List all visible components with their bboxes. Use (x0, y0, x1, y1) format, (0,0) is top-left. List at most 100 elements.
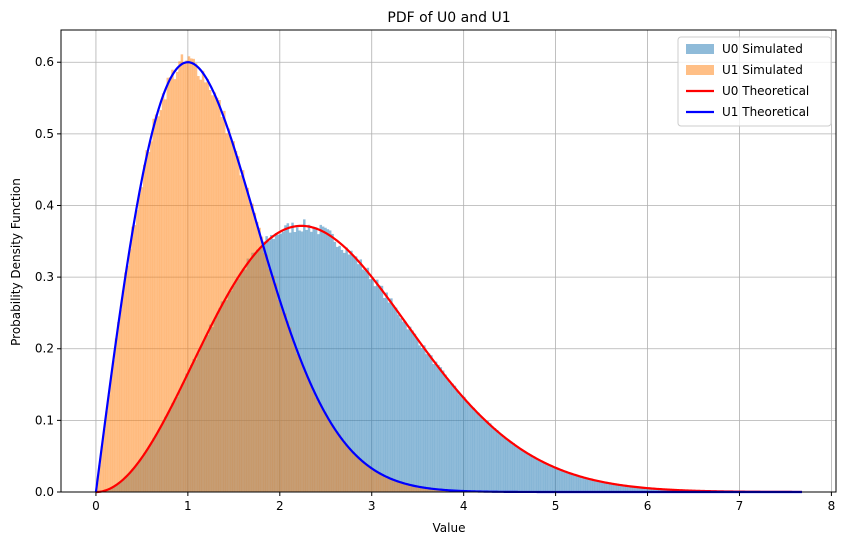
u0-hist-bar (392, 305, 395, 492)
u0-hist-bar (505, 439, 508, 492)
u1-hist-bar (197, 76, 200, 492)
u1-hist-bar (247, 188, 250, 492)
u0-hist-bar (574, 475, 577, 492)
u1-hist-bar (317, 402, 320, 492)
u1-hist-bar (110, 375, 113, 492)
u0-hist-bar (430, 355, 433, 492)
u1-hist-bar (291, 340, 294, 492)
u1-hist-bar (308, 380, 311, 492)
u1-hist-bar (157, 116, 160, 492)
u0-hist-bar (454, 386, 457, 492)
u0-hist-bar (602, 482, 605, 492)
u1-hist-bar (230, 141, 233, 492)
u0-hist-bar (367, 268, 370, 492)
u0-hist-bar (489, 423, 492, 492)
u1-hist-bar (169, 77, 172, 492)
y-ticks: 0.00.10.20.30.40.50.6 (35, 55, 61, 499)
x-tick-label: 4 (460, 499, 468, 513)
u1-hist-bar (287, 321, 290, 492)
u1-hist-bar (159, 110, 162, 492)
u0-hist-bar (385, 292, 388, 492)
u0-hist-bar (395, 308, 398, 492)
u0-hist-bar (425, 354, 428, 492)
u0-hist-bar (494, 428, 497, 492)
u0-hist-bar (402, 322, 405, 492)
u1-hist-bar (141, 187, 144, 492)
u0-hist-bar (503, 438, 506, 492)
u1-hist-bar (225, 133, 228, 492)
u0-hist-bar (360, 259, 363, 492)
u1-hist-bar (119, 310, 122, 492)
u1-hist-bar (388, 478, 391, 492)
u0-hist-bar (538, 460, 541, 492)
u1-hist-bar (374, 471, 377, 492)
u1-hist-bar (383, 476, 386, 492)
u1-hist-bar (331, 425, 334, 492)
u0-hist-bar (567, 472, 570, 492)
x-tick-label: 2 (276, 499, 284, 513)
u1-hist-bar (312, 393, 315, 492)
u1-hist-bar (315, 398, 318, 492)
u1-hist-bar (334, 429, 337, 492)
u0-hist-bar (491, 427, 494, 492)
u1-hist-bar (400, 483, 403, 492)
u1-hist-bar (322, 409, 325, 492)
u1-hist-bar (174, 79, 177, 492)
u0-hist-bar (442, 370, 445, 492)
u0-hist-bar (465, 401, 468, 492)
x-axis-label: Value (433, 521, 466, 535)
u0-hist-bar (513, 443, 516, 492)
u1-hist-bar (108, 395, 111, 492)
u1-hist-bar (249, 202, 252, 492)
u0-hist-bar (571, 474, 574, 492)
x-tick-label: 7 (736, 499, 744, 513)
y-tick-label: 0.6 (35, 55, 54, 69)
u0-hist-bar (388, 303, 391, 492)
u1-hist-bar (282, 312, 285, 492)
u0-hist-bar (609, 484, 612, 492)
u0-hist-bar (522, 451, 525, 492)
u0-hist-bar (400, 318, 403, 492)
u1-hist-bar (167, 78, 170, 492)
u0-hist-bar (583, 478, 586, 492)
u1-hist-bar (345, 445, 348, 492)
u0-hist-bar (581, 477, 584, 492)
u1-hist-bar (258, 228, 261, 492)
u0-hist-bar (468, 404, 471, 492)
u0-hist-bar (524, 452, 527, 492)
u0-hist-bar (569, 473, 572, 492)
u1-hist-bar (327, 417, 330, 492)
u1-hist-bar (357, 457, 360, 492)
u1-hist-bar (341, 438, 344, 492)
u1-hist-bar (145, 150, 148, 492)
u1-hist-bar (303, 371, 306, 492)
u0-hist-bar (510, 442, 513, 492)
u0-hist-bar (595, 481, 598, 492)
u0-hist-bar (472, 408, 475, 492)
u1-hist-bar (216, 98, 219, 492)
u1-hist-bar (348, 448, 351, 492)
x-tick-label: 8 (828, 499, 836, 513)
legend-label: U1 Theoretical (722, 105, 809, 119)
u1-hist-bar (199, 80, 202, 492)
u1-hist-bar (235, 151, 238, 492)
u0-hist-bar (508, 441, 511, 492)
u0-hist-bar (418, 345, 421, 492)
u0-hist-bar (362, 269, 365, 492)
y-tick-label: 0.2 (35, 342, 54, 356)
u1-hist-bar (176, 72, 179, 492)
u0-hist-bar (421, 348, 424, 492)
legend-label: U1 Simulated (722, 63, 803, 77)
u0-hist-bar (550, 466, 553, 492)
u0-hist-bar (585, 478, 588, 492)
u0-hist-bar (496, 430, 499, 492)
y-tick-label: 0.4 (35, 198, 54, 212)
u1-hist-bar (124, 272, 127, 492)
u1-hist-bar (355, 456, 358, 492)
y-tick-label: 0.1 (35, 413, 54, 427)
u1-hist-bar (136, 210, 139, 492)
u0-hist-bar (390, 298, 393, 492)
x-tick-label: 0 (92, 499, 100, 513)
